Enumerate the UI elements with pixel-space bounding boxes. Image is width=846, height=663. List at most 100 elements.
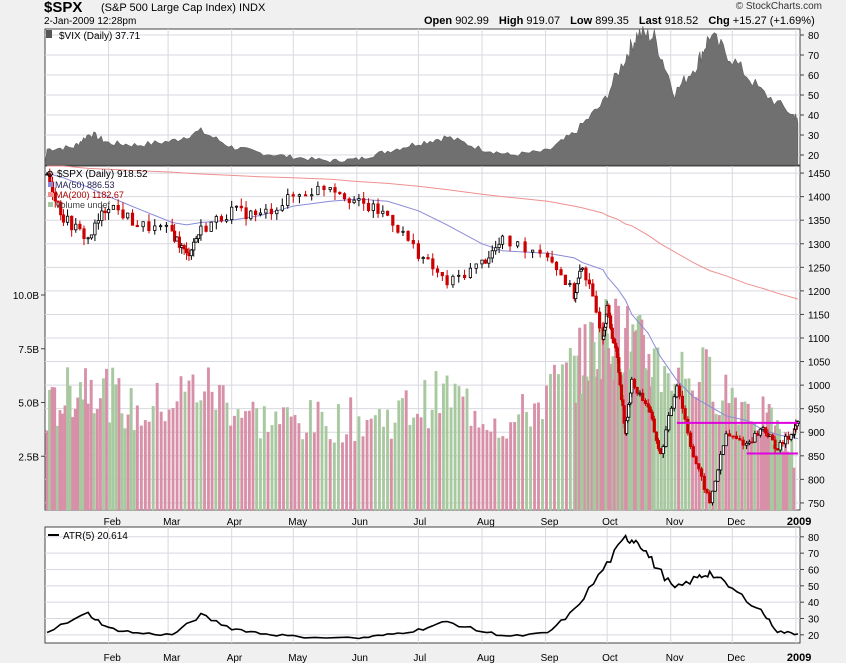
volume-bar — [60, 413, 64, 511]
candle-body — [170, 224, 174, 232]
high-value: 919.07 — [526, 15, 561, 27]
vix-legend-label: $VIX (Daily) 37.71 — [59, 31, 141, 42]
volume-bar — [552, 364, 556, 511]
candle-body — [111, 204, 115, 210]
candle-body — [445, 275, 449, 286]
atr-tick-label: 50 — [808, 582, 820, 593]
volume-bar — [509, 422, 513, 511]
volume-bar — [289, 416, 293, 511]
candle-body — [153, 225, 157, 231]
candle-body — [371, 203, 375, 211]
volume-bar — [365, 419, 369, 511]
candle-body — [745, 442, 749, 446]
x-tick-label-mar: Mar — [163, 653, 181, 663]
volume-bar — [114, 384, 118, 511]
volume-bar — [357, 416, 361, 511]
volume-bar — [792, 467, 796, 511]
candle-body — [357, 198, 361, 201]
volume-bar — [293, 414, 297, 511]
candle-body — [435, 268, 440, 273]
candle-body — [426, 257, 430, 260]
candle-body — [352, 199, 356, 203]
volume-bar — [316, 401, 320, 511]
candle-body — [669, 407, 674, 416]
volume-bar — [274, 411, 278, 511]
volume-bar — [108, 422, 112, 511]
price-tick-label: 1350 — [808, 216, 831, 227]
candle-body — [96, 220, 100, 224]
volume-bar — [45, 430, 49, 511]
candle-body — [713, 480, 717, 492]
x-tick-label-nov: Nov — [666, 517, 684, 528]
price-tick-label: 850 — [808, 452, 825, 463]
volume-bar — [505, 438, 509, 511]
candle-body — [750, 441, 754, 444]
candle-body — [376, 203, 380, 214]
x-tick-label-may: May — [288, 653, 307, 663]
candle-body — [135, 224, 139, 228]
volume-bar — [135, 405, 139, 511]
x-tick-label-apr: Apr — [227, 517, 243, 528]
price-tick-label: 1450 — [808, 169, 831, 180]
volume-bar — [345, 434, 349, 511]
volume-bar — [105, 368, 108, 511]
candle-body — [70, 215, 74, 231]
price-tick-label: 1200 — [808, 287, 831, 298]
volume-bar — [258, 438, 262, 511]
candle-body — [440, 271, 444, 277]
volume-bar — [120, 413, 124, 511]
price-tick-label: 1300 — [808, 240, 831, 251]
volume-bar — [711, 401, 715, 511]
x-tick-label-may: May — [288, 517, 307, 528]
candle-body — [531, 249, 535, 253]
candle-body — [738, 438, 742, 441]
volume-bar — [568, 348, 572, 511]
candle-body — [775, 448, 780, 451]
candle-body — [164, 224, 168, 227]
candle-body — [753, 432, 757, 443]
volume-bar — [210, 391, 214, 511]
volume-bar — [430, 409, 434, 511]
candle-body — [189, 249, 193, 257]
vix-tick-label: 70 — [808, 51, 820, 62]
candle-body — [621, 399, 625, 406]
low-value: 899.35 — [595, 15, 629, 27]
candle-body — [778, 441, 782, 451]
volume-bar — [537, 402, 540, 511]
atr-line — [46, 533, 799, 640]
candle-body — [224, 219, 229, 222]
candle-body — [244, 207, 248, 220]
x-tick-label-dec: Dec — [727, 517, 745, 528]
x-tick-label-sep: Sep — [541, 653, 559, 663]
volume-bar — [560, 364, 564, 511]
candle-body — [474, 263, 478, 269]
volume-bar — [195, 402, 199, 511]
candle-body — [483, 259, 488, 264]
volume-bar — [183, 391, 187, 511]
open-value: 902.99 — [455, 15, 489, 27]
candle-body — [172, 230, 177, 242]
candle-body — [78, 223, 82, 230]
candle-body — [626, 416, 630, 422]
volume-bar — [382, 426, 385, 511]
candle-body — [177, 236, 181, 248]
volume-bar — [262, 406, 266, 511]
volume-bar — [50, 387, 54, 511]
last-label: Last — [638, 15, 662, 27]
volume-bar — [656, 347, 660, 511]
candle-body — [130, 212, 135, 226]
candle-body — [643, 400, 648, 405]
candle-body — [61, 214, 66, 223]
ticker-symbol: $SPX — [44, 0, 83, 16]
volume-bar — [501, 436, 505, 511]
volume-bar — [513, 422, 517, 511]
candle-body — [347, 198, 351, 204]
candle-body — [689, 432, 693, 447]
volume-bar — [427, 428, 430, 511]
volume-bar — [191, 374, 195, 511]
vix-tick-label: 40 — [808, 111, 820, 122]
candle-body — [654, 431, 659, 441]
candle-body — [333, 187, 337, 193]
candle-body — [239, 205, 243, 209]
volume-bar — [171, 407, 175, 511]
